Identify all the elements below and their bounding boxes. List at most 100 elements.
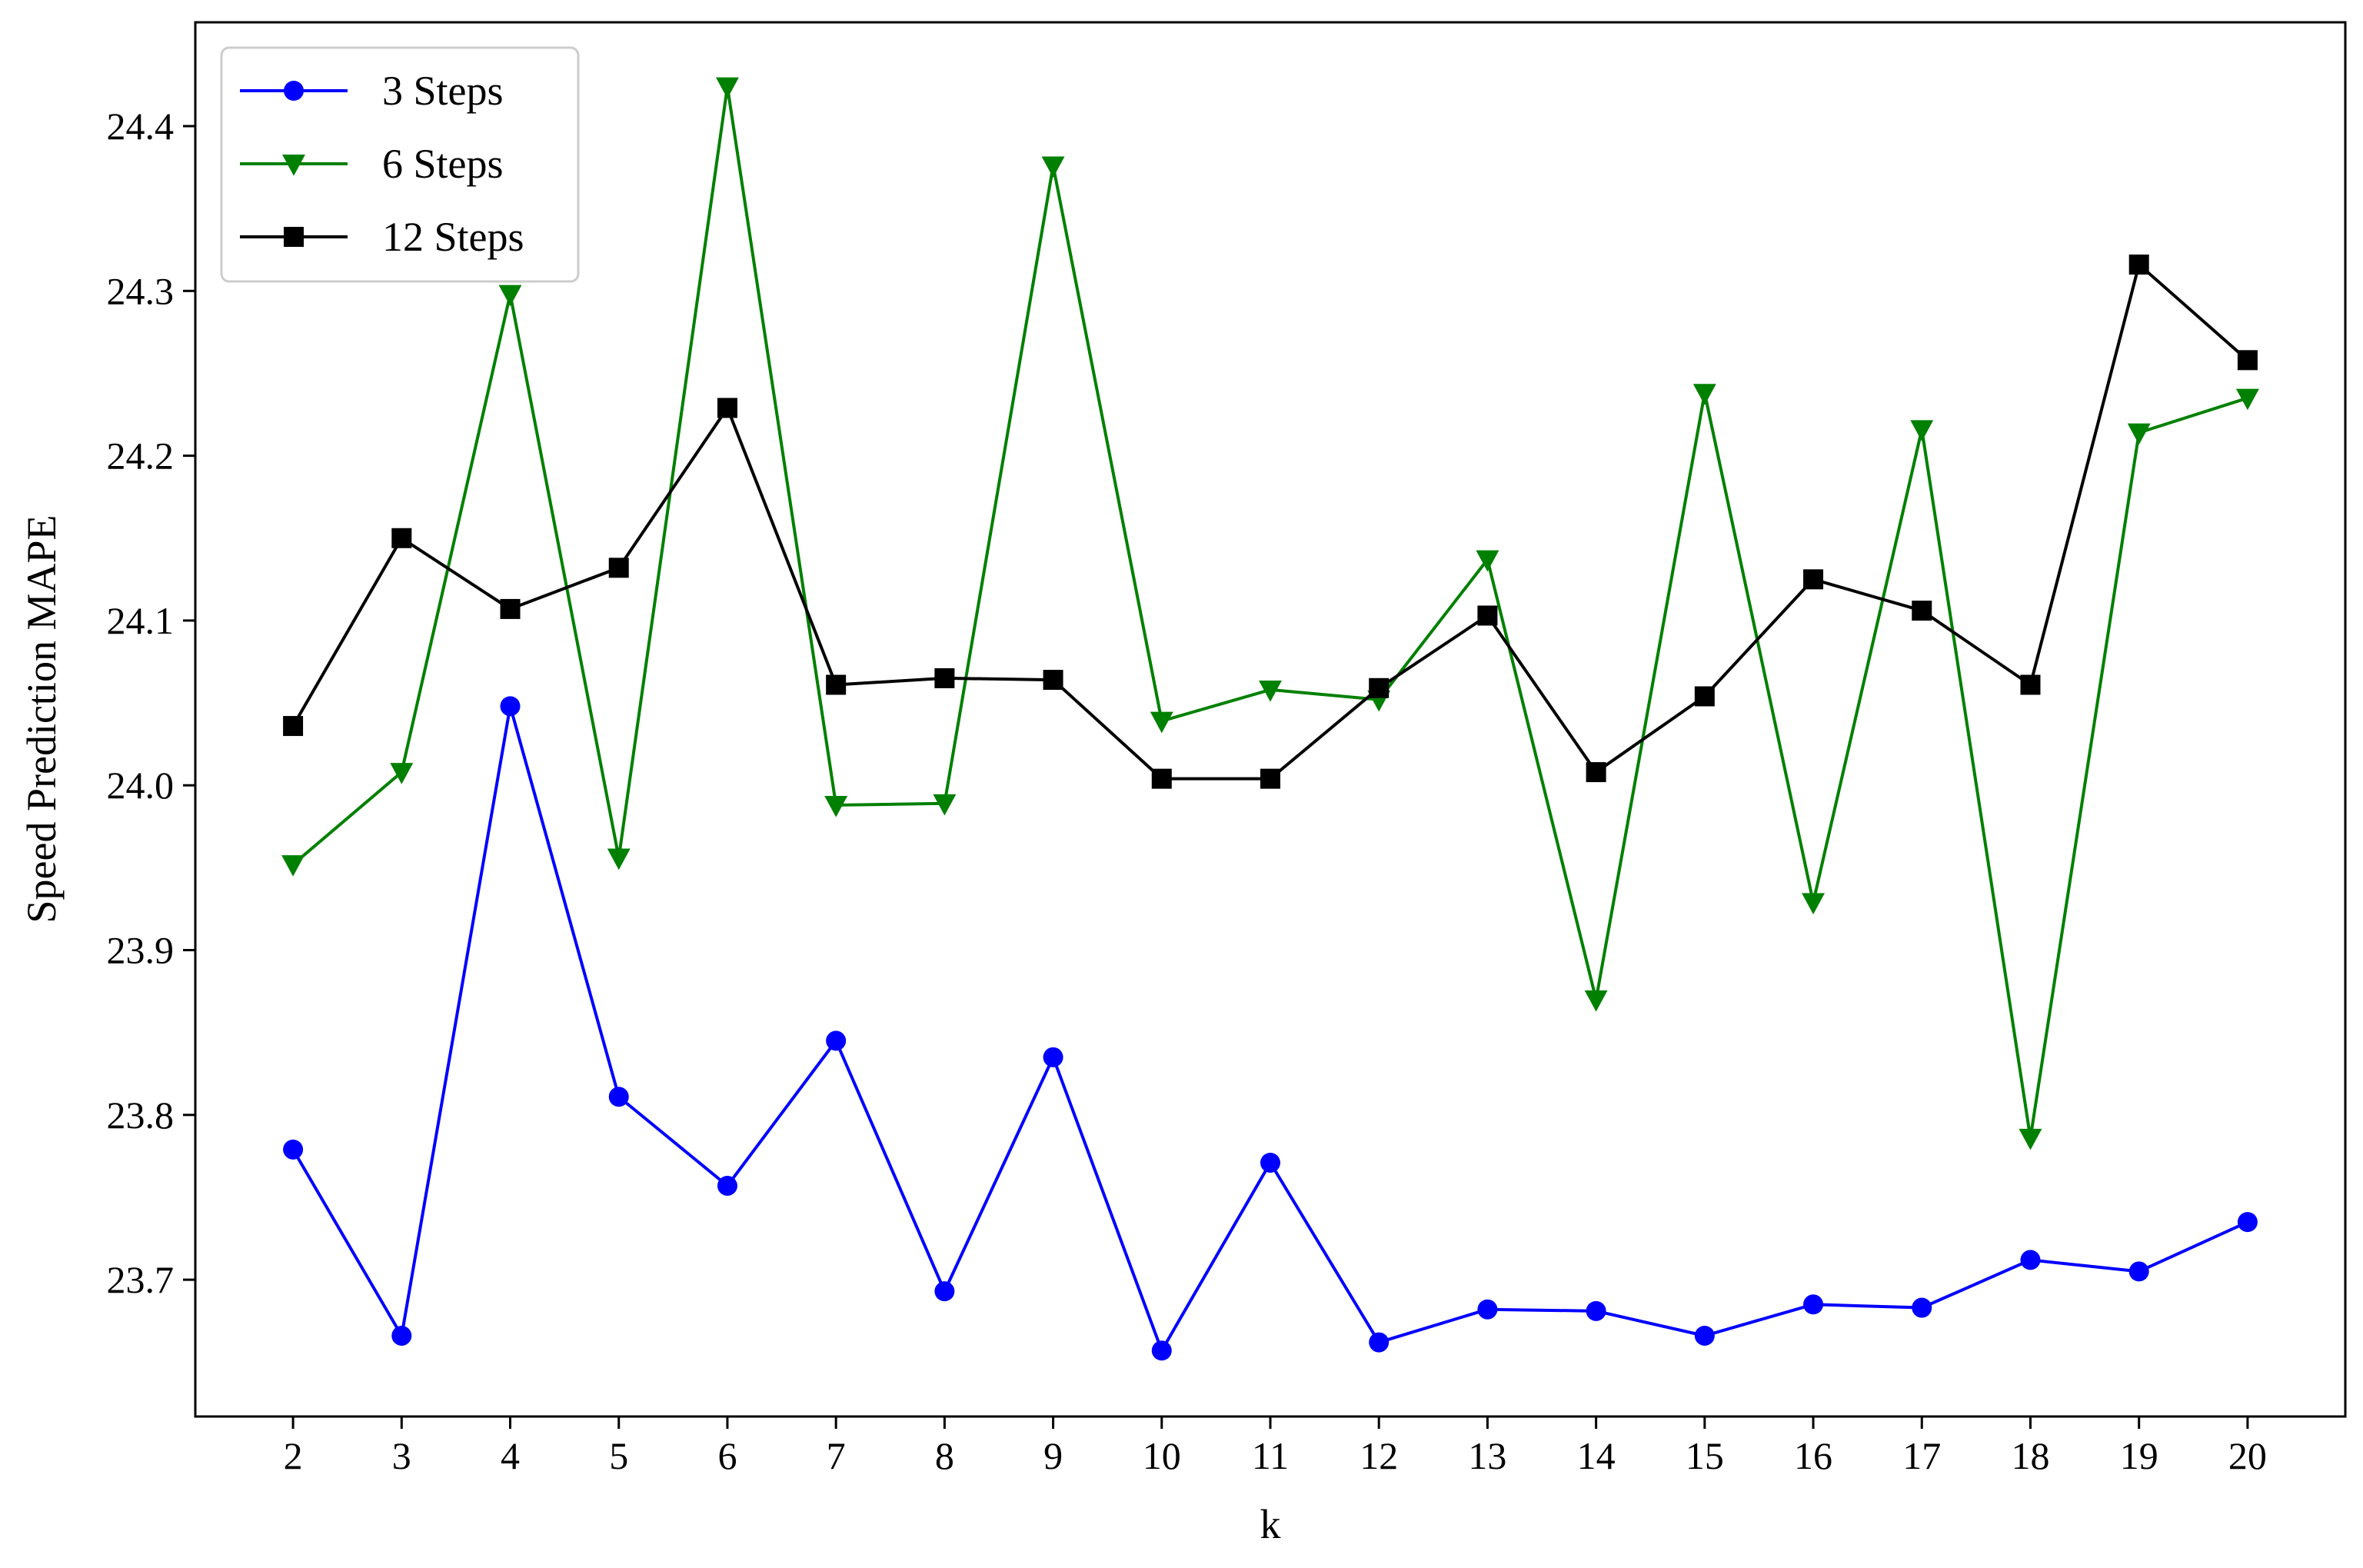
legend-label: 6 Steps xyxy=(382,141,504,187)
x-tick-label: 9 xyxy=(1043,1434,1063,1477)
x-axis-label: k xyxy=(1260,1501,1281,1547)
data-point xyxy=(1151,1340,1172,1361)
legend-item: 3 Steps xyxy=(240,68,504,114)
y-tick-label: 24.4 xyxy=(107,105,175,148)
y-axis-label: Speed Prediction MAPE xyxy=(18,515,65,924)
x-tick-label: 5 xyxy=(609,1434,628,1477)
data-point xyxy=(281,855,305,877)
data-point xyxy=(1694,686,1715,707)
data-point xyxy=(1150,711,1173,734)
legend-item: 12 Steps xyxy=(240,214,524,260)
data-point xyxy=(1151,768,1172,789)
data-point xyxy=(934,667,955,688)
x-tick-label: 19 xyxy=(2120,1434,2158,1477)
x-tick-label: 17 xyxy=(1902,1434,1941,1477)
data-point xyxy=(1912,1297,1932,1318)
data-point xyxy=(608,558,629,578)
x-tick-label: 15 xyxy=(1686,1434,1724,1477)
data-point xyxy=(1369,677,1390,698)
data-point xyxy=(282,155,305,176)
y-tick-label: 24.2 xyxy=(107,434,175,478)
data-point xyxy=(498,285,522,307)
x-tick-label: 12 xyxy=(1360,1434,1398,1477)
legend-item: 6 Steps xyxy=(240,141,504,187)
data-point xyxy=(1369,1332,1390,1353)
data-point xyxy=(608,1087,629,1107)
x-tick-label: 4 xyxy=(501,1434,520,1477)
data-point xyxy=(1586,762,1606,783)
y-tick-label: 24.0 xyxy=(107,764,175,807)
data-point xyxy=(284,81,304,101)
data-point xyxy=(1910,420,1934,442)
data-point xyxy=(1259,680,1282,702)
data-point xyxy=(824,795,848,817)
data-point xyxy=(2020,1250,2041,1270)
data-point xyxy=(934,1281,955,1302)
data-point xyxy=(1477,605,1498,626)
data-point xyxy=(1476,550,1499,572)
x-tick-label: 14 xyxy=(1577,1434,1616,1477)
series-layer xyxy=(281,77,2259,1361)
x-tick-label: 13 xyxy=(1468,1434,1506,1477)
legend-label: 3 Steps xyxy=(382,68,504,114)
legend-label: 12 Steps xyxy=(382,214,524,260)
data-point xyxy=(2128,255,2149,275)
data-point xyxy=(391,1325,412,1346)
data-point xyxy=(1043,670,1063,691)
data-point xyxy=(826,674,847,695)
data-point xyxy=(283,716,304,737)
data-point xyxy=(2127,423,2151,445)
x-tick-label: 18 xyxy=(2011,1434,2049,1477)
x-tick-label: 3 xyxy=(392,1434,411,1477)
data-point xyxy=(1477,1299,1498,1320)
data-point xyxy=(1803,1294,1824,1315)
x-tick-label: 8 xyxy=(935,1434,954,1477)
series-1 xyxy=(283,696,2258,1361)
data-point xyxy=(1584,990,1608,1012)
data-point xyxy=(391,528,412,548)
data-point xyxy=(933,794,957,816)
data-point xyxy=(717,398,737,418)
data-point xyxy=(1692,384,1716,405)
data-point xyxy=(715,77,739,99)
data-point xyxy=(1586,1300,1606,1321)
data-point xyxy=(390,763,414,784)
data-point xyxy=(1912,601,1932,621)
data-point xyxy=(2235,388,2259,411)
data-point xyxy=(1803,569,1824,590)
x-axis-ticks: 2 3 4 5 6 7 8 9 10 11 12 13 14 15 16 17 18 19 20 xyxy=(284,1417,2267,1477)
y-tick-label: 23.8 xyxy=(107,1094,175,1137)
x-tick-label: 2 xyxy=(284,1434,303,1477)
x-tick-label: 16 xyxy=(1794,1434,1832,1477)
data-point xyxy=(2020,674,2041,695)
data-point xyxy=(2237,1212,2258,1233)
data-point xyxy=(1260,768,1280,789)
y-tick-label: 23.9 xyxy=(107,929,175,972)
x-tick-label: 11 xyxy=(1252,1434,1289,1477)
y-axis-ticks: 23.7 23.8 23.9 24.0 24.1 24.2 24.3 24.4 xyxy=(107,105,195,1301)
data-point xyxy=(2019,1128,2042,1150)
series-3 xyxy=(283,255,2258,789)
data-point xyxy=(500,598,521,619)
data-point xyxy=(1260,1152,1280,1173)
x-tick-label: 10 xyxy=(1143,1434,1181,1477)
legend: 3 Steps 6 Steps 12 Steps xyxy=(220,46,580,283)
data-point xyxy=(1802,893,1826,915)
data-point xyxy=(2128,1261,2149,1282)
y-tick-label: 23.7 xyxy=(107,1258,175,1301)
legend-box xyxy=(220,46,580,283)
data-point xyxy=(607,848,631,871)
data-point xyxy=(500,696,521,717)
x-tick-label: 7 xyxy=(827,1434,846,1477)
y-tick-label: 24.3 xyxy=(107,269,175,312)
data-point xyxy=(826,1030,847,1051)
data-point xyxy=(1041,156,1065,178)
x-tick-label: 6 xyxy=(717,1434,737,1477)
data-point xyxy=(717,1175,737,1196)
data-point xyxy=(283,1139,304,1160)
data-point xyxy=(1694,1325,1715,1346)
data-point xyxy=(284,227,304,247)
series-line xyxy=(291,704,2248,1353)
data-point xyxy=(2237,350,2258,371)
